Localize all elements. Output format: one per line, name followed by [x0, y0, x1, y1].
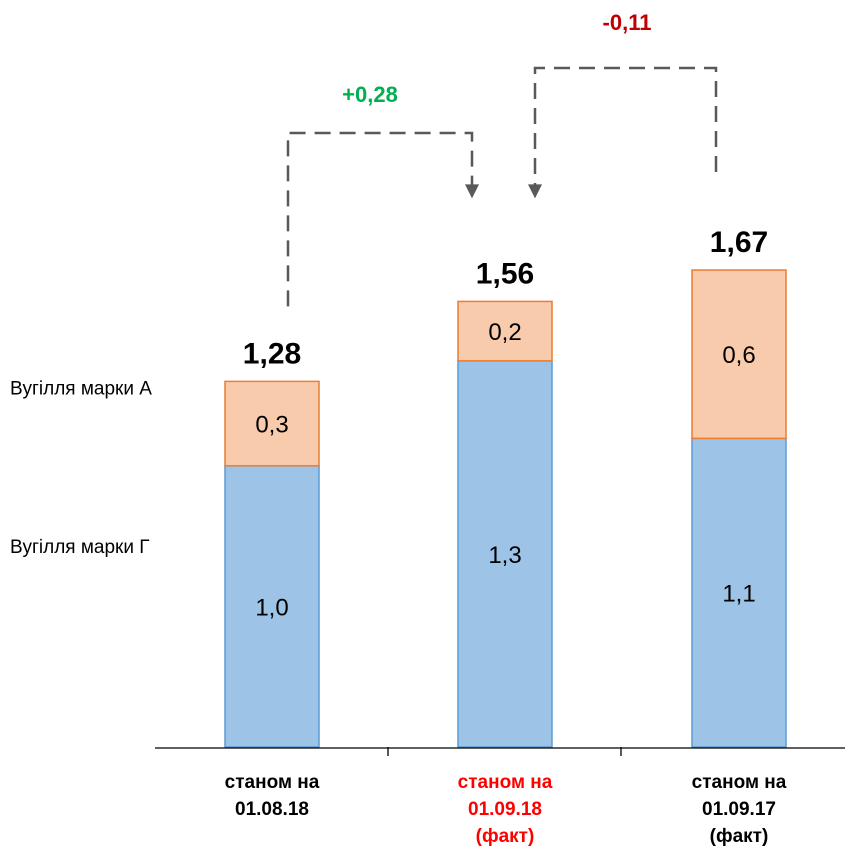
delta-arrow-negative	[528, 184, 542, 199]
x-tick-label-1-2: (факт)	[476, 826, 535, 847]
series-label-a: Вугілля марки А	[10, 378, 152, 399]
bar-segment-a-2	[691, 269, 787, 440]
delta-arrow-positive	[465, 184, 479, 199]
series-label-g: Вугілля марки Г	[10, 537, 150, 558]
data-label-g-0: 1,0	[255, 594, 288, 621]
x-tick-label-2-1: 01.09.17	[702, 799, 776, 820]
delta-connector-negative	[533, 66, 718, 187]
delta-label-positive: +0,28	[342, 82, 398, 107]
bar-segment-g-0	[224, 465, 320, 748]
data-label-g-1: 1,3	[488, 542, 521, 569]
x-tick-label-0-0: станом на	[225, 772, 320, 793]
data-label-a-2: 0,6	[722, 342, 755, 369]
x-tick-label-0-1: 01.08.18	[235, 799, 309, 820]
data-label-g-2: 1,1	[722, 581, 755, 608]
x-axis-ticks	[387, 747, 622, 756]
bar-segment-a-0	[224, 380, 320, 467]
x-tick-label-1-0: станом на	[458, 772, 553, 793]
total-label-1: 1,56	[476, 257, 534, 290]
data-label-a-0: 0,3	[255, 412, 288, 439]
total-label-2: 1,67	[710, 226, 768, 259]
delta-connector-positive	[286, 131, 474, 307]
bar-segment-a-1	[457, 300, 553, 362]
x-tick-label-2-2: (факт)	[710, 826, 769, 847]
labels-group: 1,0 0,3 1,28 станом на 01.08.18 1,3 0,2 1,56 ста…	[10, 10, 787, 847]
delta-connectors	[286, 66, 718, 307]
total-label-0: 1,28	[243, 337, 301, 370]
bar-segment-g-1	[457, 360, 553, 748]
data-label-a-1: 0,2	[488, 319, 521, 346]
delta-label-negative: -0,11	[603, 10, 652, 35]
x-tick-label-1-1: 01.09.18	[468, 799, 542, 820]
bars-group	[224, 269, 787, 748]
x-tick-label-2-0: станом на	[692, 772, 787, 793]
